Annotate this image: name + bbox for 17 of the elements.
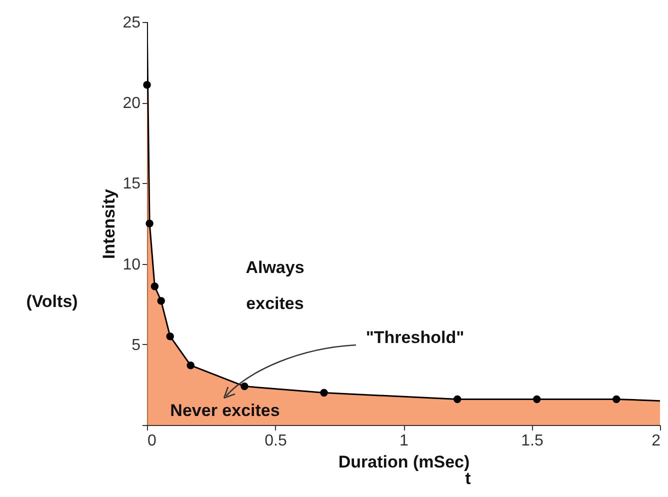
y-tick-label: 15 (122, 176, 141, 193)
y-tick-label: 25 (122, 14, 141, 32)
annotation: excites (246, 294, 304, 314)
y-tick-label: 10 (122, 256, 141, 274)
y-tick-label: 5 (132, 336, 141, 354)
text: (Volts) (26, 292, 78, 312)
y-tick-label: 20 (122, 95, 141, 112)
x-tick-label: 0.5 (264, 432, 287, 450)
x-tick-label: 0 (148, 432, 156, 450)
annotation: "Threshold" (366, 328, 464, 348)
x-tick-label: 1 (400, 432, 409, 450)
y-axis-title: Intensity (100, 188, 119, 259)
annotation: Never excites (170, 401, 280, 421)
x-tick-label: 2 (652, 432, 661, 450)
x-tick-label: 1.5 (521, 432, 544, 450)
x-axis-title: Duration (mSec) (338, 452, 470, 472)
annotation: Always (246, 258, 304, 278)
